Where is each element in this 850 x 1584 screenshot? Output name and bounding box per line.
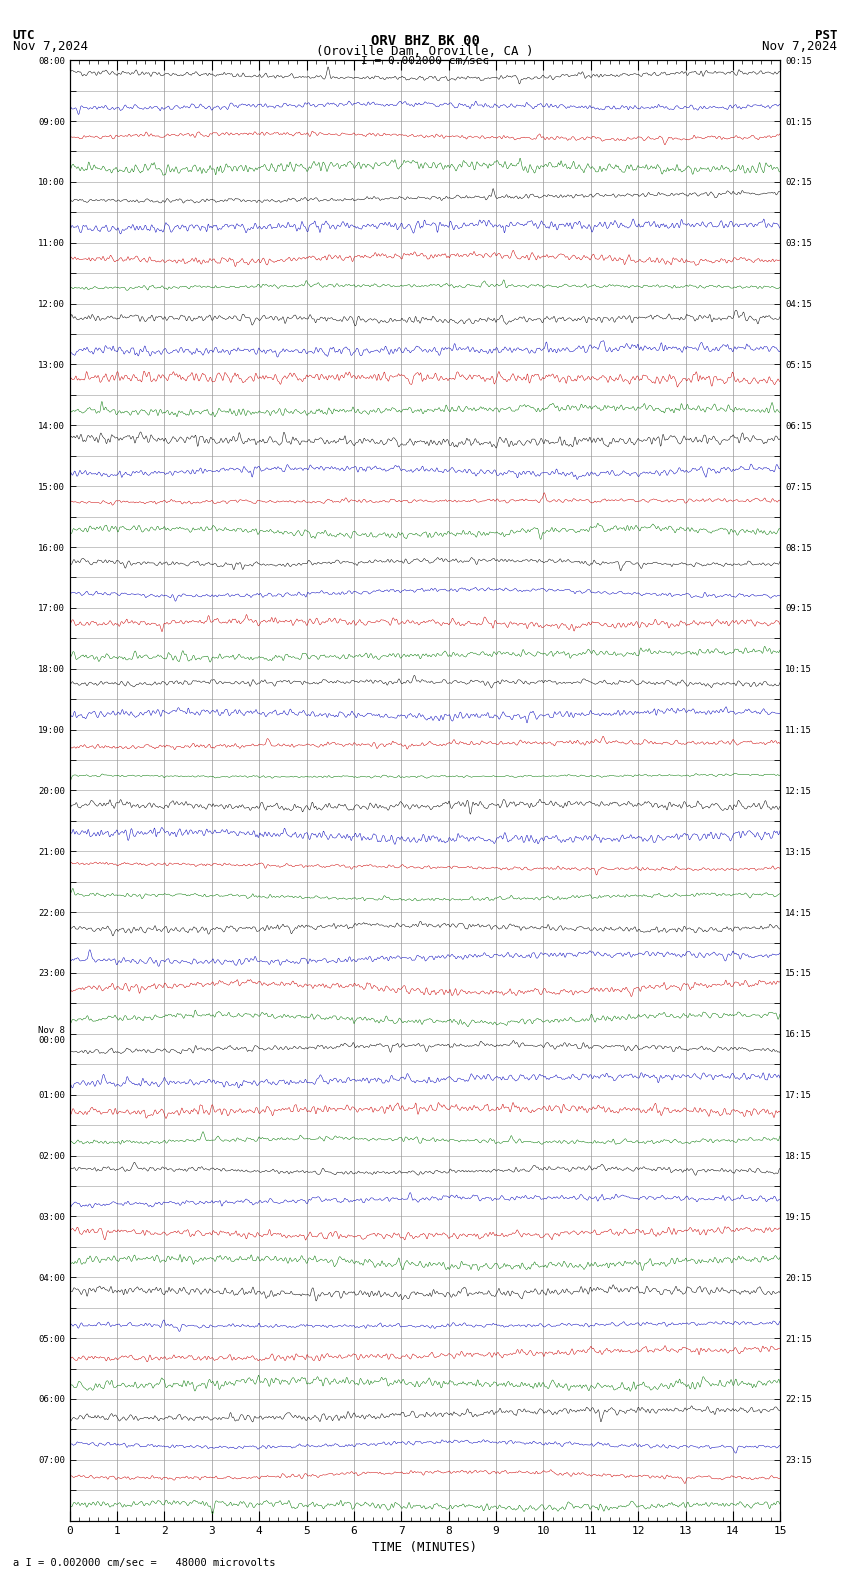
Text: UTC: UTC xyxy=(13,29,35,41)
Text: I = 0.002000 cm/sec: I = 0.002000 cm/sec xyxy=(361,55,489,67)
Text: (Oroville Dam, Oroville, CA ): (Oroville Dam, Oroville, CA ) xyxy=(316,44,534,59)
Text: Nov 7,2024: Nov 7,2024 xyxy=(13,40,88,52)
Text: a I = 0.002000 cm/sec =   48000 microvolts: a I = 0.002000 cm/sec = 48000 microvolts xyxy=(13,1559,275,1568)
Text: ORV BHZ BK 00: ORV BHZ BK 00 xyxy=(371,33,479,48)
Text: PST: PST xyxy=(815,29,837,41)
X-axis label: TIME (MINUTES): TIME (MINUTES) xyxy=(372,1541,478,1554)
Text: Nov 7,2024: Nov 7,2024 xyxy=(762,40,837,52)
